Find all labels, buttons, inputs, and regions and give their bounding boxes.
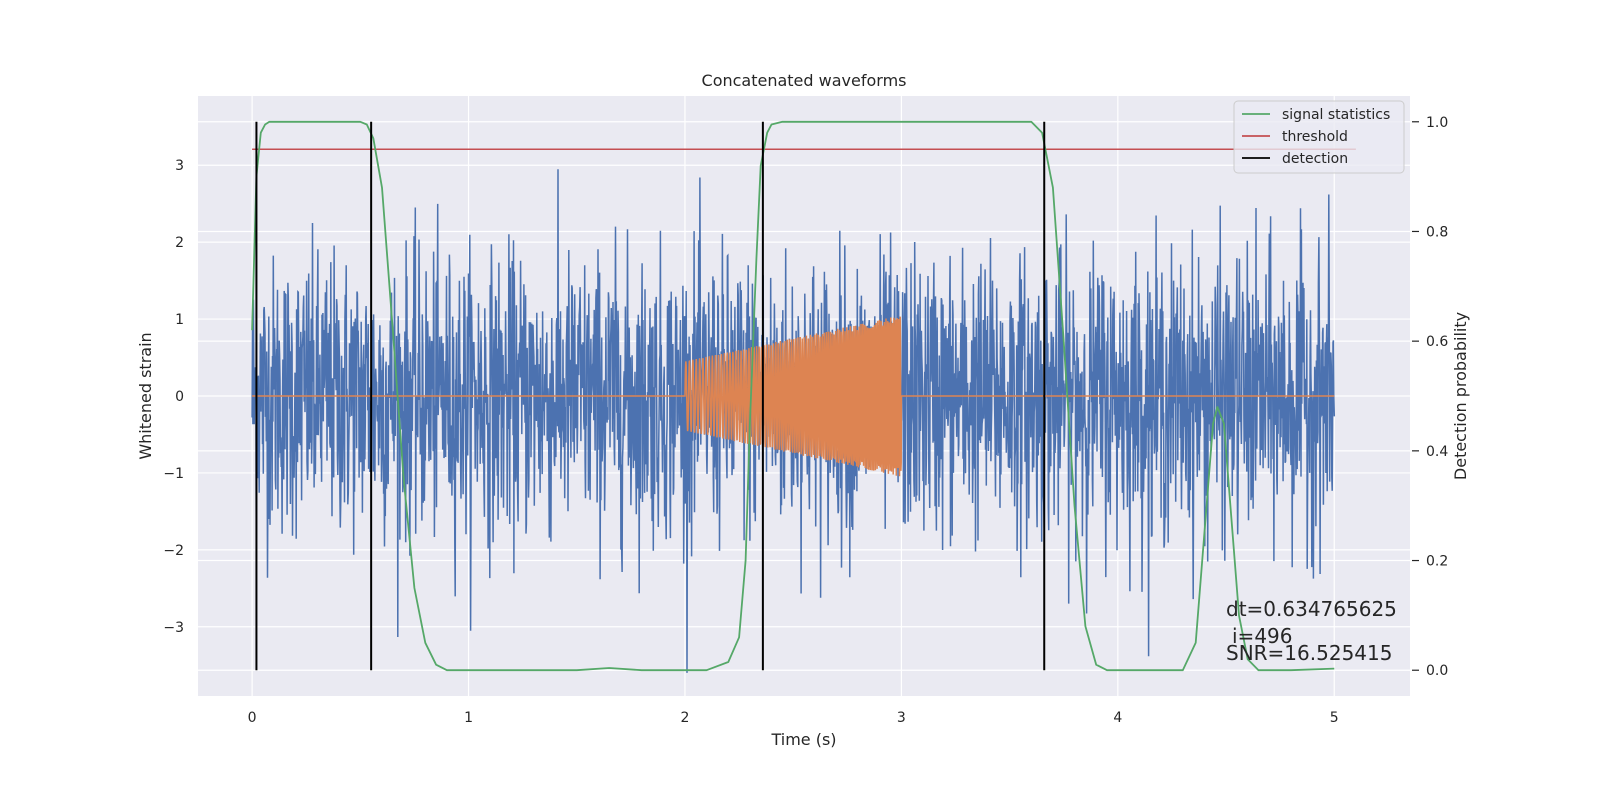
y-right-tick-label: 0.0 (1426, 663, 1448, 679)
annotation-i: i=496 (1232, 624, 1293, 648)
signal-statistics-line (251, 120, 1335, 672)
y-right-tick-label: 0.8 (1426, 224, 1448, 240)
annotations: dt=0.634765625 i=496 SNR=16.525415 (1226, 597, 1397, 665)
y-tick-label: 1 (175, 312, 184, 328)
x-tick-label: 2 (681, 710, 690, 726)
y-tick-label: 3 (175, 158, 184, 174)
y-tick-label: −1 (163, 466, 184, 482)
injected-signal-trace (252, 316, 1335, 477)
y-right-tick-label: 0.4 (1426, 444, 1448, 460)
axes: 0 1 2 3 4 5 −3 −2 −1 0 1 2 3 0.0 0.2 0.4 0.6 0.8 1.0 (163, 115, 1448, 726)
x-tick-label: 4 (1113, 710, 1122, 726)
y-axis-right-label: Detection probability (1451, 312, 1470, 480)
y-tick-label: −2 (163, 543, 184, 559)
data-marks (251, 120, 1356, 673)
x-tick-label: 3 (897, 710, 906, 726)
y-tick-label: 2 (175, 235, 184, 251)
y-right-tick-label: 0.2 (1426, 554, 1448, 570)
legend-box (1233, 100, 1405, 174)
y-tick-label: 0 (175, 389, 184, 405)
x-axis-label: Time (s) (770, 730, 836, 749)
y-tick-label: −3 (163, 620, 184, 636)
legend-label-threshold: threshold (1282, 129, 1348, 145)
x-tick-label: 5 (1330, 710, 1339, 726)
legend-label-signal-statistics: signal statistics (1282, 107, 1390, 123)
chart-title: Concatenated waveforms (702, 71, 907, 90)
legend: signal statistics threshold detection (1233, 100, 1405, 174)
y-right-tick-label: 0.6 (1426, 334, 1448, 350)
y-axis-label: Whitened strain (136, 332, 155, 459)
y-right-tick-label: 1.0 (1426, 115, 1448, 131)
annotation-dt: dt=0.634765625 (1226, 597, 1397, 621)
annotation-snr: SNR=16.525415 (1226, 641, 1392, 665)
legend-label-detection: detection (1282, 151, 1348, 167)
x-tick-label: 0 (248, 710, 257, 726)
x-tick-label: 1 (464, 710, 473, 726)
